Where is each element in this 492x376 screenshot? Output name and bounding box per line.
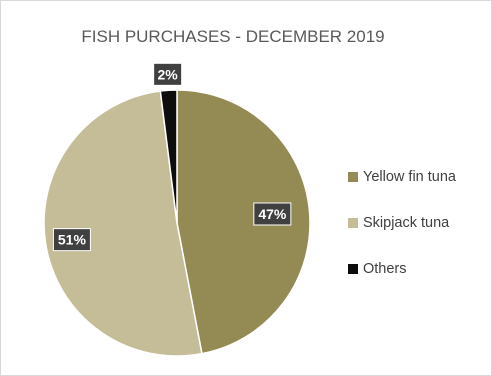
data-label-text: 2% bbox=[158, 66, 179, 82]
chart-legend: Yellow fin tuna Skipjack tuna Others bbox=[348, 166, 456, 304]
legend-label: Yellow fin tuna bbox=[363, 169, 456, 185]
legend-item-yellow-fin-tuna: Yellow fin tuna bbox=[348, 166, 456, 187]
data-label-text: 51% bbox=[58, 232, 87, 248]
legend-swatch bbox=[348, 218, 358, 228]
legend-swatch bbox=[348, 172, 358, 182]
legend-swatch bbox=[348, 264, 358, 274]
data-label-others: 2% bbox=[154, 63, 182, 85]
data-label-yellow-fin-tuna: 47% bbox=[254, 203, 291, 225]
data-label-text: 47% bbox=[258, 206, 287, 222]
legend-item-skipjack-tuna: Skipjack tuna bbox=[348, 212, 456, 233]
legend-label: Others bbox=[363, 261, 407, 277]
legend-item-others: Others bbox=[348, 258, 456, 279]
legend-label: Skipjack tuna bbox=[363, 215, 449, 231]
data-label-skipjack-tuna: 51% bbox=[53, 229, 90, 251]
